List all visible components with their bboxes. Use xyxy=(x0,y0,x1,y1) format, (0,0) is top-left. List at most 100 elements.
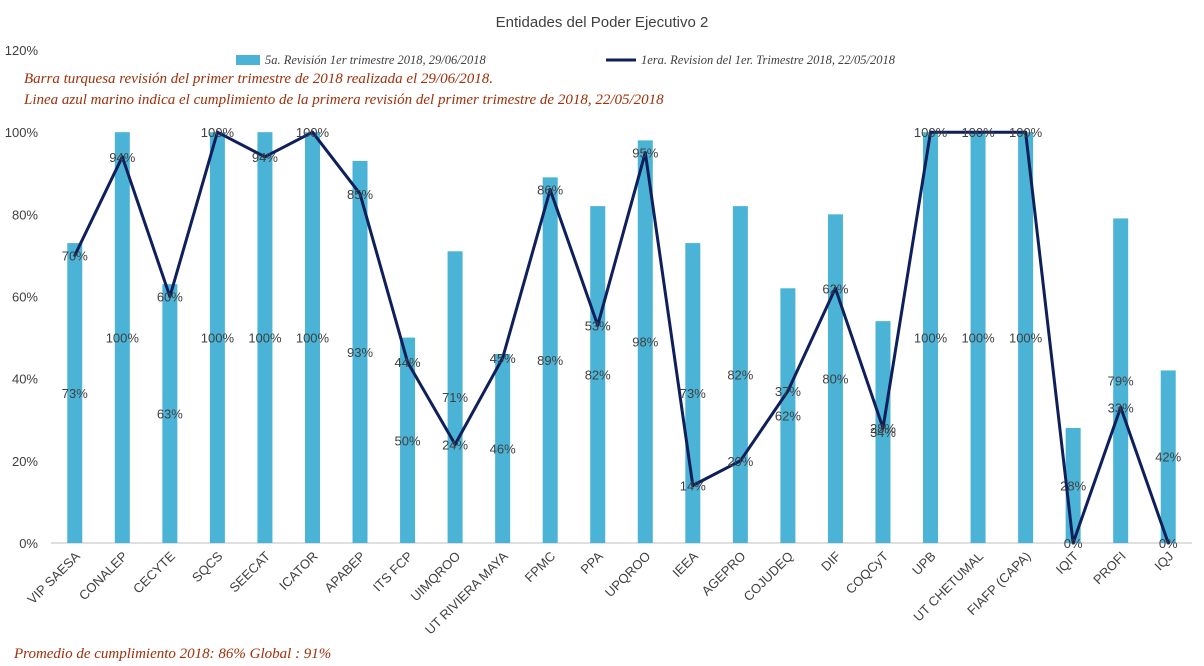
line-data-label: 100% xyxy=(1009,125,1043,140)
bar-data-label: 34% xyxy=(870,425,896,440)
bar xyxy=(542,177,558,543)
legend-line-label: 1era. Revision del 1er. Trimestre 2018, … xyxy=(641,53,896,67)
bar-data-label: 46% xyxy=(490,442,516,457)
x-tick-label: UPQROO xyxy=(602,549,653,600)
x-tick-label: CONALEP xyxy=(76,549,131,604)
bar xyxy=(923,132,939,543)
bar-data-label: 100% xyxy=(248,331,282,346)
y-axis: 0% 20% 40% 60% 80% 100% 120% xyxy=(5,43,39,551)
bar-data-label: 100% xyxy=(106,331,140,346)
x-tick-label: ITS FCP xyxy=(370,549,416,595)
y-tick-label: 120% xyxy=(5,43,39,58)
line-point xyxy=(738,459,742,463)
line-point xyxy=(548,188,552,192)
bar-data-label: 73% xyxy=(680,386,706,401)
line-data-label: 0% xyxy=(1159,536,1178,551)
bar xyxy=(114,132,130,543)
line-data-label: 45% xyxy=(490,351,516,366)
x-tick-label: COJUDEQ xyxy=(740,549,796,605)
bar-data-label: 100% xyxy=(914,331,948,346)
bar xyxy=(209,132,225,543)
chart-title: Entidades del Poder Ejecutivo 2 xyxy=(496,14,709,31)
bar xyxy=(970,132,986,543)
bar-data-label: 42% xyxy=(1155,450,1181,465)
bar xyxy=(637,140,653,543)
x-tick-label: PPA xyxy=(578,548,607,577)
bar-data-label: 89% xyxy=(537,353,563,368)
bar-data-label: 62% xyxy=(775,409,801,424)
bar-data-label: 63% xyxy=(157,407,183,422)
line-data-label: 33% xyxy=(1108,400,1134,415)
bar xyxy=(732,206,748,543)
bar xyxy=(495,354,511,543)
line-point xyxy=(73,253,77,257)
line-point xyxy=(929,130,933,134)
line-point xyxy=(215,130,219,134)
line-data-label: 14% xyxy=(680,478,706,493)
line-point xyxy=(976,130,980,134)
line-data-label: 70% xyxy=(62,248,88,263)
line-point xyxy=(786,389,790,393)
bar xyxy=(257,132,273,543)
line-data-label: 85% xyxy=(347,187,373,202)
line-series: 70% 94% 60% 100% 94% 100% 85% 44% 24% 45% 86% 53% 95… xyxy=(62,125,1178,551)
bar xyxy=(352,160,368,544)
line-point xyxy=(643,151,647,155)
line-data-label: 37% xyxy=(775,384,801,399)
bar xyxy=(67,243,83,543)
line-data-label: 95% xyxy=(632,146,658,161)
bar-data-label: 73% xyxy=(62,386,88,401)
line-data-label: 94% xyxy=(109,150,135,165)
y-tick-label: 100% xyxy=(5,125,39,140)
bar-data-label: 100% xyxy=(296,331,330,346)
line-data-label: 100% xyxy=(201,125,235,140)
bar xyxy=(304,132,320,543)
x-tick-label: FPMC xyxy=(522,549,559,586)
line-point xyxy=(881,426,885,430)
legend-bar-swatch xyxy=(236,55,260,65)
bar-data-label: 80% xyxy=(822,372,848,387)
bar-data-label: 79% xyxy=(1108,374,1134,389)
bar-data-label: 100% xyxy=(201,331,235,346)
x-tick-label: CECYTE xyxy=(130,548,178,596)
line-point xyxy=(263,155,267,159)
line-data-label: 20% xyxy=(727,454,753,469)
line-data-label: 44% xyxy=(395,355,421,370)
legend-bar-label: 5a. Revisión 1er trimestre 2018, 29/06/2… xyxy=(265,53,486,67)
bar-data-label: 93% xyxy=(347,345,373,360)
y-tick-label: 0% xyxy=(19,536,38,551)
line-point xyxy=(833,286,837,290)
bar-series: 73% 100% 63% 100% 100% 100% 93% 50% 71% 46% 89% 82%… xyxy=(62,132,1182,544)
x-tick-label: UT RIVIERA MAYA xyxy=(422,548,511,637)
x-tick-label: IEEA xyxy=(669,548,701,580)
x-tick-label: SEECAT xyxy=(226,548,273,595)
bar-data-label: 82% xyxy=(727,368,753,383)
line-point xyxy=(406,360,410,364)
annotation-bar-note: Barra turquesa revisión del primer trime… xyxy=(24,71,493,87)
line-data-label: 100% xyxy=(296,125,330,140)
line-data-label: 94% xyxy=(252,150,278,165)
bar-data-label: 100% xyxy=(961,331,995,346)
line-point xyxy=(310,130,314,134)
line-data-label: 0% xyxy=(1064,536,1083,551)
bar xyxy=(447,251,463,543)
x-tick-label: VIP SAESA xyxy=(24,548,83,607)
line-point xyxy=(1024,130,1028,134)
line-point xyxy=(453,442,457,446)
bar xyxy=(162,284,178,543)
bar-data-label: 100% xyxy=(1009,331,1043,346)
bar xyxy=(1113,218,1129,544)
x-tick-label: APABEP xyxy=(321,549,368,596)
line-data-label: 60% xyxy=(157,290,183,305)
line-data-label: 62% xyxy=(822,281,848,296)
line-data-label: 100% xyxy=(914,125,948,140)
line-point xyxy=(691,483,695,487)
bar xyxy=(590,206,606,543)
x-tick-label: DIF xyxy=(818,548,843,573)
bar xyxy=(400,337,416,543)
bar xyxy=(875,321,891,543)
line-point xyxy=(501,356,505,360)
bar-data-label: 98% xyxy=(632,335,658,350)
